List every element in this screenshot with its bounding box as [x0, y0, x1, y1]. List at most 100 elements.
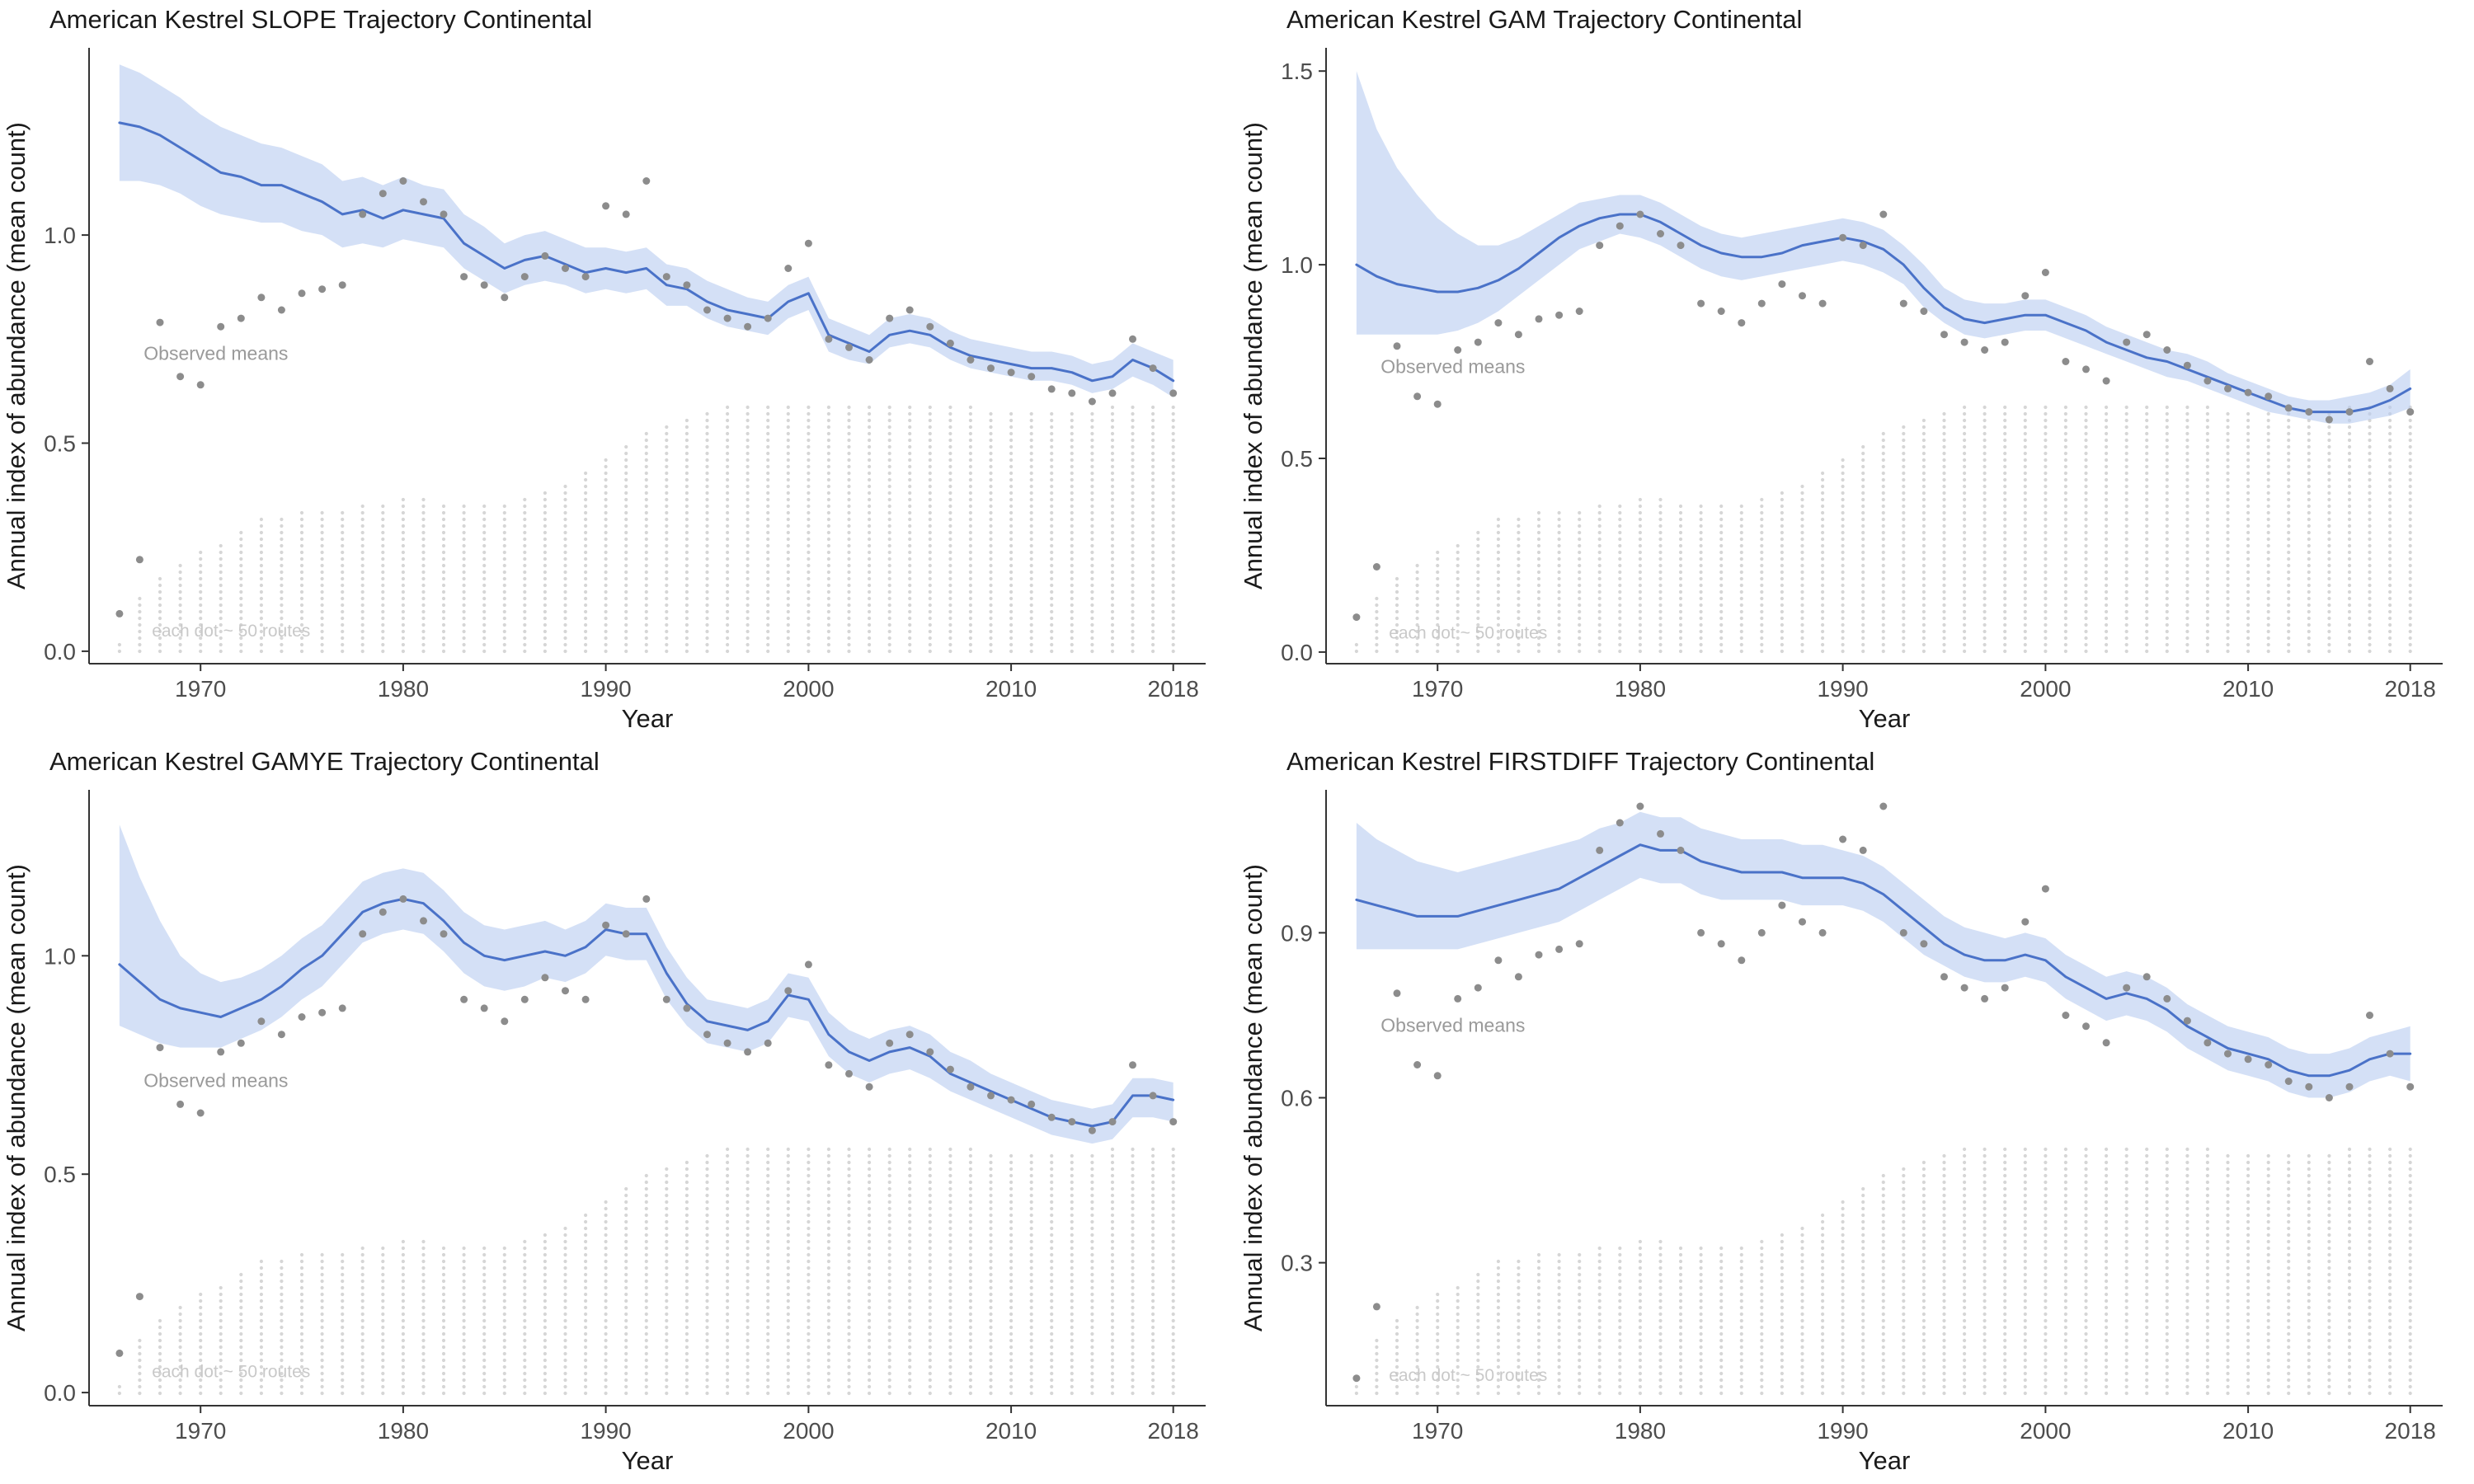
route-dot: [1050, 524, 1054, 528]
route-dot: [1131, 1233, 1135, 1237]
route-dot: [563, 589, 567, 594]
route-dot: [1171, 1298, 1175, 1303]
route-dot: [644, 1371, 648, 1376]
route-dot: [1090, 431, 1094, 436]
route-dot: [1070, 477, 1074, 482]
route-dot: [1090, 1325, 1094, 1330]
route-dot: [1029, 1180, 1033, 1185]
route-dot: [745, 1272, 750, 1277]
route-dot: [1029, 1285, 1033, 1290]
route-dot: [178, 1351, 182, 1356]
route-dot: [665, 1173, 669, 1178]
route-dot: [1821, 596, 1825, 601]
route-dot: [341, 563, 345, 568]
observed-point: [217, 322, 225, 331]
route-dot: [826, 1285, 831, 1290]
route-dot: [684, 629, 689, 634]
route-dot: [280, 1318, 284, 1323]
route-dot: [684, 1371, 689, 1376]
route-dot: [948, 1239, 952, 1244]
route-dot: [1110, 1384, 1115, 1389]
route-dot: [1009, 1285, 1014, 1290]
route-dot: [908, 1331, 912, 1336]
route-dot: [523, 497, 527, 502]
route-dot: [624, 589, 628, 594]
route-dot: [1902, 484, 1906, 489]
route-dot: [847, 629, 851, 634]
route-dot: [2327, 510, 2331, 515]
route-dot: [665, 431, 669, 436]
route-dot: [948, 1213, 952, 1218]
route-dot: [948, 1358, 952, 1363]
route-dot: [1921, 576, 1926, 581]
route-dot: [1151, 636, 1155, 641]
route-dot: [786, 1378, 790, 1383]
route-dot: [1050, 543, 1054, 548]
route-dot: [989, 642, 993, 647]
route-dot: [1699, 510, 1703, 515]
route-dot: [766, 1325, 770, 1330]
route-dot: [847, 537, 851, 542]
route-dot: [948, 504, 952, 509]
route-dot: [2165, 530, 2169, 535]
route-dot: [219, 556, 223, 561]
x-tick-label: 1990: [580, 1418, 631, 1444]
route-dot: [2205, 431, 2209, 436]
route-dot: [1881, 589, 1885, 594]
route-dot: [1658, 636, 1663, 641]
route-dot: [1029, 1266, 1033, 1270]
route-dot: [624, 1391, 628, 1396]
route-dot: [1982, 451, 1987, 456]
route-dot: [684, 1213, 689, 1218]
route-dot: [584, 517, 588, 522]
route-dot: [1029, 1200, 1033, 1205]
route-dot: [401, 1358, 405, 1363]
route-dot: [2388, 537, 2392, 542]
route-dot: [158, 576, 162, 581]
route-dot: [2307, 629, 2311, 634]
route-dot: [1070, 1331, 1074, 1336]
route-dot: [280, 642, 284, 647]
route-dot: [2287, 576, 2291, 581]
route-dot: [948, 543, 952, 548]
route-dot: [2388, 517, 2392, 522]
observed-point: [2123, 338, 2131, 346]
route-dot: [421, 504, 426, 509]
route-dot: [421, 530, 426, 535]
route-dot: [1009, 1266, 1014, 1270]
route-dot: [401, 642, 405, 647]
route-dot: [1090, 491, 1094, 495]
route-dot: [665, 1351, 669, 1356]
route-dot: [847, 622, 851, 627]
route-dot: [1982, 405, 1987, 410]
route-dot: [2368, 629, 2372, 634]
route-dot: [299, 1252, 304, 1257]
route-dot: [2246, 570, 2251, 575]
route-dot: [421, 1272, 426, 1277]
route-dot: [421, 576, 426, 581]
route-dot: [2105, 405, 2109, 410]
route-dot: [219, 1378, 223, 1383]
route-dot: [2368, 556, 2372, 561]
route-dot: [381, 1252, 385, 1257]
route-dot: [1070, 530, 1074, 535]
route-dot: [2063, 471, 2067, 476]
route-dot: [745, 1312, 750, 1317]
route-dot: [847, 1384, 851, 1389]
route-dot: [1151, 425, 1155, 430]
route-dot: [908, 477, 912, 482]
route-dot: [178, 1371, 182, 1376]
route-dot: [1800, 576, 1804, 581]
route-dot: [928, 1160, 932, 1165]
route-dot: [684, 1266, 689, 1270]
route-dot: [705, 1266, 709, 1270]
observed-point: [501, 1017, 509, 1026]
route-dot: [705, 1233, 709, 1237]
route-dot: [543, 563, 548, 568]
route-dot: [199, 636, 203, 641]
route-dot: [1009, 1219, 1014, 1224]
route-dot: [1739, 596, 1743, 601]
route-dot: [908, 405, 912, 410]
confidence-ribbon: [1356, 71, 2411, 424]
route-dot: [2145, 510, 2149, 515]
